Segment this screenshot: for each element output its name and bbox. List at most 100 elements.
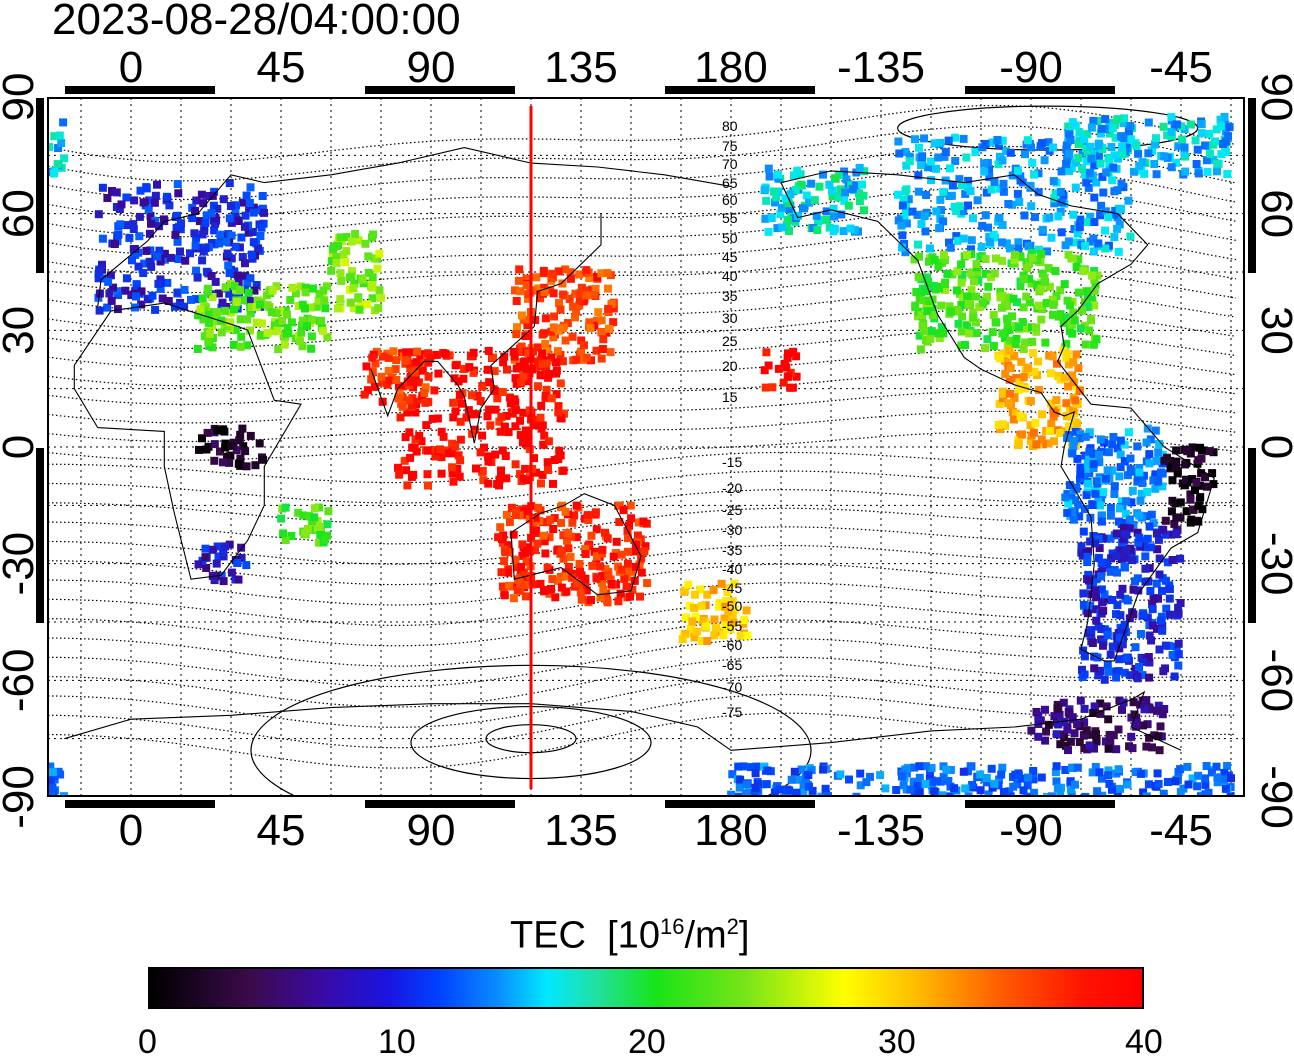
tec-cell xyxy=(1076,696,1085,705)
tec-cell xyxy=(1087,626,1095,635)
tec-cell xyxy=(1085,168,1094,177)
tec-cell xyxy=(561,336,570,345)
tec-cell xyxy=(1131,768,1140,777)
tec-cell xyxy=(485,378,494,387)
tec-cell xyxy=(214,552,223,561)
tec-cell xyxy=(402,348,411,357)
tec-cell xyxy=(959,767,968,776)
tec-cell xyxy=(1027,143,1035,152)
tec-cell xyxy=(995,399,1004,408)
tec-cell xyxy=(469,368,478,377)
tec-cell xyxy=(180,302,189,311)
tec-cell xyxy=(211,213,220,222)
tec-cell xyxy=(222,237,231,246)
tec-cell xyxy=(957,260,966,269)
tec-cell xyxy=(147,262,156,271)
tec-cell xyxy=(860,167,869,176)
tec-cell xyxy=(257,223,266,232)
tec-cell xyxy=(998,303,1007,312)
tec-cell xyxy=(188,214,197,223)
tec-cell xyxy=(1116,436,1125,445)
tec-cell xyxy=(406,364,415,373)
tec-cell xyxy=(229,340,238,349)
tec-cell xyxy=(1138,671,1147,680)
tec-cell xyxy=(1097,124,1106,133)
tec-cell xyxy=(307,315,316,324)
mlat-contour-label: 15 xyxy=(722,389,738,405)
tec-cell xyxy=(187,295,195,304)
tec-cell xyxy=(509,530,518,539)
tec-cell xyxy=(824,792,832,796)
tec-cell xyxy=(1006,336,1015,345)
tec-cell xyxy=(632,540,640,549)
tec-cell xyxy=(1113,791,1122,796)
tec-cell xyxy=(1089,459,1098,468)
tec-cell xyxy=(281,503,290,512)
tec-cell xyxy=(523,364,531,373)
tec-cell xyxy=(408,443,417,452)
tec-cell xyxy=(1072,263,1081,271)
tec-cell xyxy=(485,405,494,414)
tec-cell xyxy=(1041,277,1049,286)
tec-cell xyxy=(1041,338,1050,347)
tec-cell xyxy=(437,469,446,478)
tec-cell xyxy=(774,364,783,373)
tec-cell xyxy=(921,227,930,236)
tec-cell xyxy=(539,329,548,338)
tec-cell xyxy=(1009,294,1018,303)
tec-cell xyxy=(1074,364,1083,373)
tec-cell xyxy=(524,294,532,303)
tec-cell xyxy=(559,290,568,299)
tec-cell xyxy=(1086,601,1095,610)
tec-cell xyxy=(1006,244,1014,253)
tec-cell xyxy=(607,299,616,308)
tec-cell xyxy=(306,303,315,312)
tec-cell xyxy=(395,382,403,391)
tec-cell xyxy=(401,433,410,442)
tec-cell xyxy=(1176,599,1185,607)
tec-cell xyxy=(1103,661,1112,670)
tec-cell xyxy=(900,214,909,223)
tec-cell xyxy=(217,328,226,337)
tec-cell xyxy=(59,118,68,127)
tec-cell xyxy=(825,180,834,189)
tec-cell xyxy=(98,260,106,269)
tec-cell xyxy=(523,510,532,519)
tec-cell xyxy=(516,287,525,296)
tec-cell xyxy=(639,517,648,526)
tec-cell xyxy=(603,269,612,278)
tec-cell xyxy=(552,390,561,399)
tec-cell xyxy=(48,143,54,151)
tec-cell xyxy=(244,228,253,237)
tec-cell xyxy=(48,768,57,777)
tec-cell xyxy=(845,775,853,784)
tec-cell xyxy=(571,289,580,298)
tec-cell xyxy=(690,633,699,642)
tec-cell xyxy=(139,269,148,277)
tec-cell xyxy=(223,249,232,258)
tec-cell xyxy=(999,394,1007,403)
tec-cell xyxy=(1116,784,1124,793)
tec-cell xyxy=(517,563,526,571)
tec-cell xyxy=(1069,238,1078,247)
tec-cell xyxy=(1188,443,1197,452)
tec-cell xyxy=(1119,133,1128,142)
tec-cell xyxy=(538,349,547,358)
tec-cell xyxy=(1026,397,1035,406)
tec-cell xyxy=(171,230,180,239)
tec-cell xyxy=(1084,183,1093,192)
tec-cell xyxy=(1114,765,1123,774)
tec-cell xyxy=(937,301,946,310)
tec-cell xyxy=(207,272,216,280)
tec-cell xyxy=(214,289,223,298)
tec-cell xyxy=(323,282,332,291)
tec-cell xyxy=(779,378,788,387)
tec-cell xyxy=(946,243,955,252)
map-title: 2023-08-28/04:00:00 xyxy=(52,0,461,44)
tec-cell xyxy=(690,603,698,612)
tec-cell xyxy=(1145,631,1154,640)
tec-cell xyxy=(1158,586,1166,595)
tec-cell xyxy=(514,276,523,285)
tec-cell xyxy=(557,518,566,527)
tec-cell xyxy=(1098,563,1107,572)
